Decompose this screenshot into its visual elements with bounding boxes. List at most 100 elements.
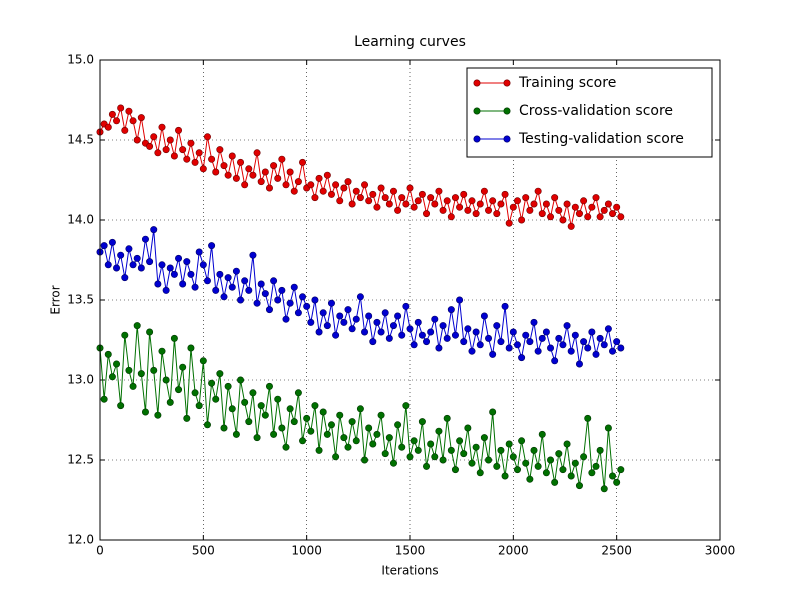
point xyxy=(100,242,108,250)
point xyxy=(183,155,191,163)
point xyxy=(472,328,480,336)
point xyxy=(133,322,141,330)
point xyxy=(220,424,228,432)
point xyxy=(241,181,249,189)
point xyxy=(394,421,402,429)
point xyxy=(373,430,381,438)
point xyxy=(460,190,468,198)
point xyxy=(125,107,133,115)
point xyxy=(373,318,381,326)
point xyxy=(394,312,402,320)
point xyxy=(117,402,125,410)
point xyxy=(518,437,526,445)
point xyxy=(179,363,187,371)
point xyxy=(493,462,501,470)
point xyxy=(468,197,476,205)
point xyxy=(468,347,476,355)
point xyxy=(513,341,521,349)
point xyxy=(365,424,373,432)
series xyxy=(96,322,625,493)
point xyxy=(439,322,447,330)
point xyxy=(468,459,476,467)
point xyxy=(373,203,381,211)
point xyxy=(253,299,261,307)
point xyxy=(451,466,459,474)
point xyxy=(327,421,335,429)
series xyxy=(96,226,625,368)
point xyxy=(423,462,431,470)
point xyxy=(146,142,154,150)
point xyxy=(431,200,439,208)
point xyxy=(526,206,534,214)
point xyxy=(117,104,125,112)
point xyxy=(398,443,406,451)
point xyxy=(299,437,307,445)
point xyxy=(121,274,129,282)
point xyxy=(311,402,319,410)
x-tick-label: 1500 xyxy=(395,544,426,558)
point xyxy=(356,194,364,202)
point xyxy=(571,459,579,467)
point xyxy=(162,376,170,384)
point xyxy=(542,328,550,336)
point xyxy=(410,437,418,445)
point xyxy=(410,341,418,349)
point xyxy=(241,277,249,285)
point xyxy=(600,341,608,349)
point xyxy=(451,331,459,339)
point xyxy=(435,187,443,195)
point xyxy=(609,210,617,218)
point xyxy=(299,293,307,301)
point xyxy=(505,440,513,448)
point xyxy=(489,197,497,205)
point xyxy=(348,200,356,208)
point xyxy=(158,261,166,269)
point xyxy=(166,136,174,144)
point xyxy=(175,126,183,134)
point xyxy=(584,414,592,422)
point xyxy=(340,318,348,326)
point xyxy=(187,344,195,352)
point xyxy=(133,254,141,262)
point xyxy=(336,197,344,205)
point xyxy=(195,248,203,256)
point xyxy=(431,453,439,461)
point xyxy=(464,424,472,432)
series xyxy=(96,104,625,230)
point xyxy=(580,453,588,461)
point xyxy=(179,280,187,288)
point xyxy=(274,296,282,304)
point xyxy=(398,331,406,339)
point xyxy=(303,414,311,422)
point xyxy=(299,158,307,166)
point xyxy=(282,315,290,323)
legend-marker xyxy=(473,79,481,87)
point xyxy=(509,328,517,336)
point xyxy=(253,149,261,157)
point xyxy=(220,162,228,170)
point xyxy=(575,360,583,368)
point xyxy=(286,168,294,176)
point xyxy=(456,437,464,445)
point xyxy=(580,197,588,205)
point xyxy=(451,194,459,202)
point xyxy=(522,194,530,202)
point xyxy=(443,197,451,205)
point xyxy=(303,302,311,310)
point xyxy=(522,331,530,339)
point xyxy=(427,328,435,336)
point xyxy=(216,270,224,278)
point xyxy=(555,334,563,342)
point xyxy=(394,206,402,214)
point xyxy=(208,242,216,250)
point xyxy=(505,219,513,227)
point xyxy=(493,210,501,218)
y-tick-label: 15.0 xyxy=(67,53,94,67)
point xyxy=(323,171,331,179)
legend: Training score Cross-validation score Test… xyxy=(466,67,713,158)
point xyxy=(563,440,571,448)
point xyxy=(406,325,414,333)
point xyxy=(162,286,170,294)
point xyxy=(356,293,364,301)
point xyxy=(133,136,141,144)
